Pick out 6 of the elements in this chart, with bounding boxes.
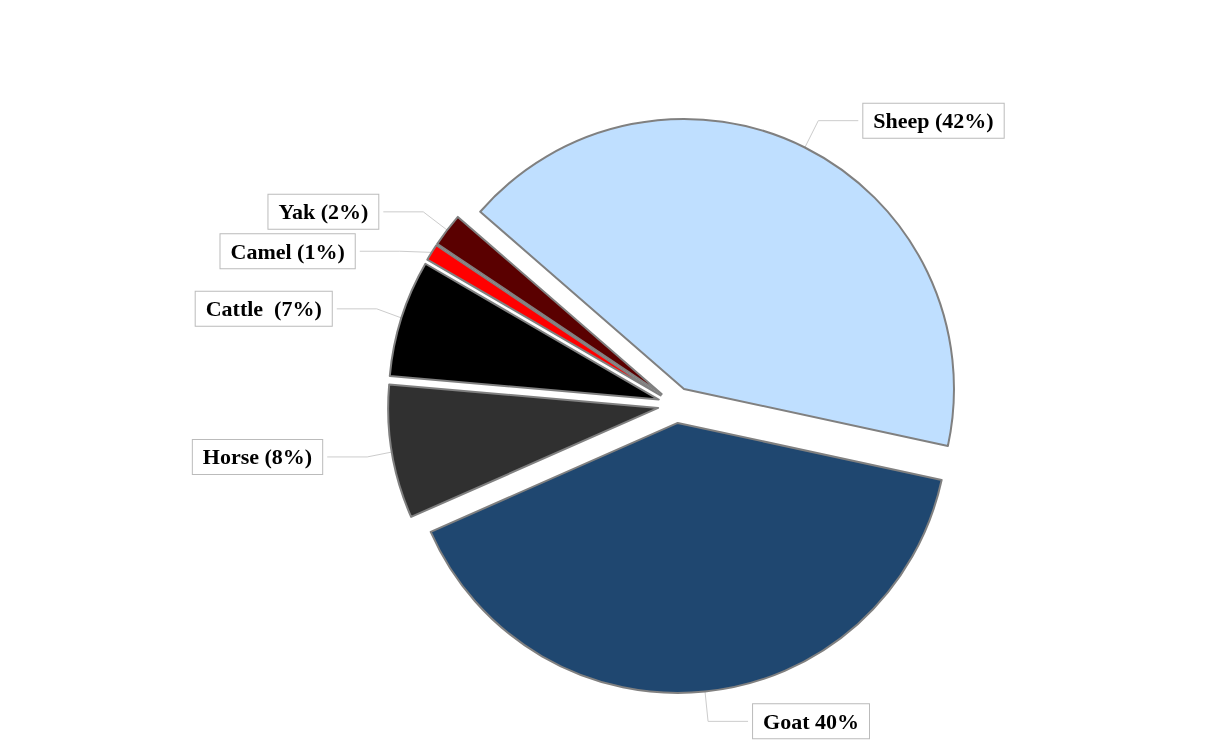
- slice-label: Goat 40%: [763, 708, 860, 734]
- slice-label: Sheep (42%): [873, 108, 994, 134]
- slice-label: Camel (1%): [230, 238, 345, 264]
- slice-label: Yak (2%): [278, 199, 369, 225]
- slice-label: Cattle (7%): [205, 296, 322, 322]
- slice-label: Horse (8%): [202, 444, 313, 470]
